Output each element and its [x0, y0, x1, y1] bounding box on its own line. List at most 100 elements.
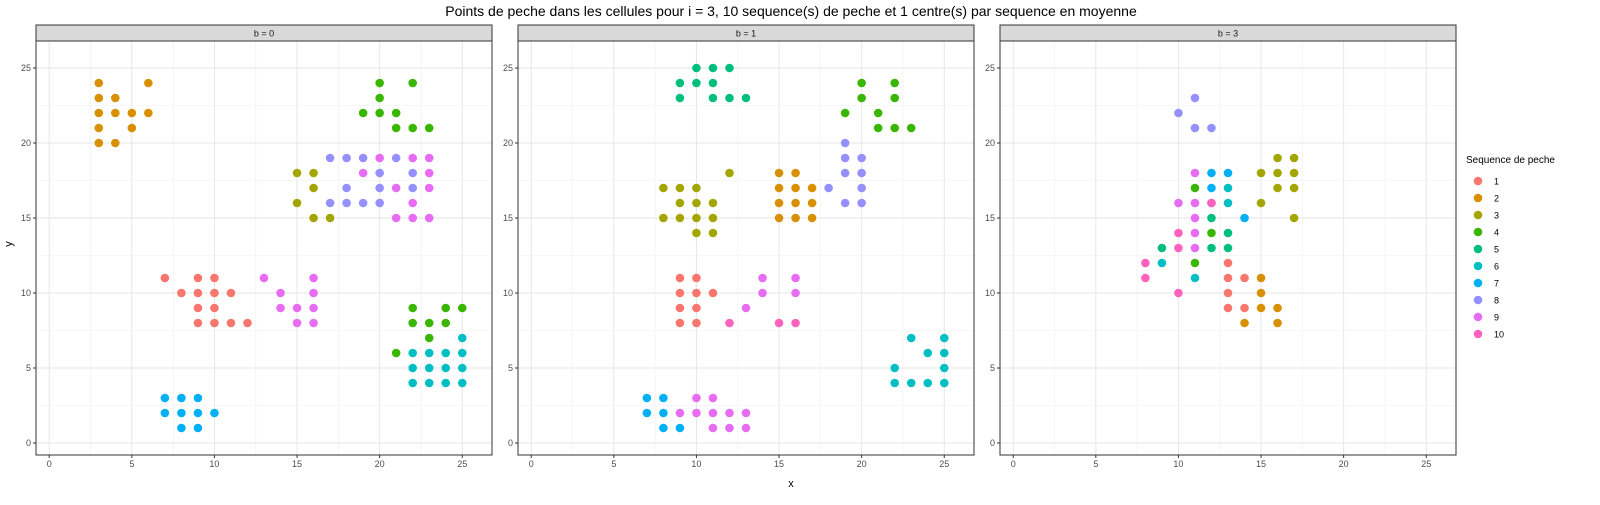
data-point-seq-9 [758, 288, 767, 298]
data-point-seq-6 [906, 378, 916, 388]
y-tick-label: 10 [503, 288, 513, 298]
data-point-seq-4 [457, 303, 467, 313]
data-point-seq-4 [391, 348, 401, 358]
data-point-seq-1 [1223, 303, 1233, 313]
data-point-seq-8 [840, 168, 850, 178]
data-point-seq-7 [210, 408, 219, 418]
data-point-seq-1 [708, 288, 718, 298]
data-point-seq-1 [193, 288, 203, 298]
data-point-seq-8 [325, 153, 335, 163]
data-point-seq-8 [375, 183, 384, 193]
data-point-seq-8 [358, 198, 368, 208]
data-point-seq-2 [94, 138, 104, 148]
x-tick-label: 5 [611, 459, 616, 469]
data-point-seq-3 [725, 168, 734, 178]
data-point-seq-1 [210, 288, 219, 298]
plot-background [518, 41, 974, 455]
data-point-seq-3 [1273, 183, 1282, 193]
data-point-seq-10 [1207, 198, 1216, 208]
data-point-seq-8 [391, 153, 401, 163]
data-point-seq-2 [111, 93, 120, 103]
data-point-seq-3 [708, 198, 718, 208]
data-point-seq-9 [791, 288, 800, 298]
data-point-seq-8 [375, 168, 384, 178]
y-tick-label: 15 [21, 213, 31, 223]
data-point-seq-2 [94, 123, 104, 133]
data-point-seq-9 [391, 213, 401, 223]
x-tick-label: 15 [1256, 459, 1266, 469]
data-point-seq-1 [692, 303, 701, 313]
data-point-seq-1 [177, 288, 186, 298]
data-point-seq-4 [873, 123, 883, 133]
data-point-seq-3 [1289, 213, 1299, 223]
data-point-seq-2 [144, 78, 153, 88]
data-point-seq-6 [457, 348, 467, 358]
data-point-seq-5 [1207, 213, 1216, 223]
x-tick-label: 20 [1339, 459, 1349, 469]
data-point-seq-2 [791, 183, 800, 193]
data-point-seq-8 [1190, 93, 1200, 103]
x-tick-label: 10 [209, 459, 219, 469]
data-point-seq-2 [791, 213, 800, 223]
data-point-seq-8 [824, 183, 833, 193]
x-tick-label: 0 [47, 459, 52, 469]
legend-label: 9 [1494, 313, 1499, 323]
data-point-seq-6 [923, 348, 933, 358]
data-point-seq-6 [441, 378, 451, 388]
data-point-seq-3 [309, 183, 318, 193]
data-point-seq-2 [774, 198, 784, 208]
data-point-seq-3 [675, 183, 685, 193]
data-point-seq-6 [906, 333, 916, 343]
x-tick-label: 10 [691, 459, 701, 469]
data-point-seq-4 [391, 123, 401, 133]
data-point-seq-6 [890, 363, 899, 373]
data-point-seq-1 [160, 273, 170, 283]
data-point-seq-1 [692, 273, 701, 283]
data-point-seq-5 [708, 93, 718, 103]
data-point-seq-4 [408, 78, 417, 88]
data-point-seq-9 [309, 273, 318, 283]
data-point-seq-9 [708, 423, 718, 433]
data-point-seq-3 [1289, 153, 1299, 163]
data-point-seq-4 [890, 93, 899, 103]
data-point-seq-2 [774, 183, 784, 193]
data-point-seq-3 [692, 183, 701, 193]
data-point-seq-2 [1256, 303, 1266, 313]
data-point-seq-6 [939, 333, 949, 343]
data-point-seq-7 [659, 408, 668, 418]
data-point-seq-9 [309, 318, 318, 328]
y-tick-label: 5 [508, 363, 513, 373]
data-point-seq-9 [276, 288, 285, 298]
data-point-seq-7 [177, 393, 186, 403]
y-tick-label: 0 [990, 438, 995, 448]
data-point-seq-8 [840, 153, 850, 163]
data-point-seq-1 [243, 318, 252, 328]
data-point-seq-2 [127, 108, 137, 118]
legend-label: 8 [1494, 296, 1499, 306]
legend-label: 2 [1494, 194, 1499, 204]
data-point-seq-7 [659, 393, 668, 403]
data-point-seq-6 [1223, 183, 1233, 193]
data-point-seq-4 [441, 318, 451, 328]
data-point-seq-7 [160, 408, 170, 418]
data-point-seq-7 [1207, 183, 1216, 193]
y-tick-label: 25 [21, 63, 31, 73]
data-point-seq-9 [292, 318, 302, 328]
legend-key-7 [1473, 278, 1483, 288]
legend-label: 10 [1494, 330, 1504, 340]
y-tick-label: 0 [508, 438, 513, 448]
data-point-seq-5 [1157, 243, 1167, 253]
data-point-seq-9 [1190, 243, 1200, 253]
data-point-seq-10 [1174, 228, 1183, 238]
data-point-seq-4 [408, 303, 417, 313]
data-point-seq-3 [1256, 198, 1266, 208]
data-point-seq-7 [177, 423, 186, 433]
panel-border [999, 40, 1457, 456]
plot-background [36, 41, 492, 455]
data-point-seq-3 [675, 198, 685, 208]
data-point-seq-8 [408, 168, 417, 178]
data-point-seq-1 [675, 288, 685, 298]
data-point-seq-1 [210, 318, 219, 328]
